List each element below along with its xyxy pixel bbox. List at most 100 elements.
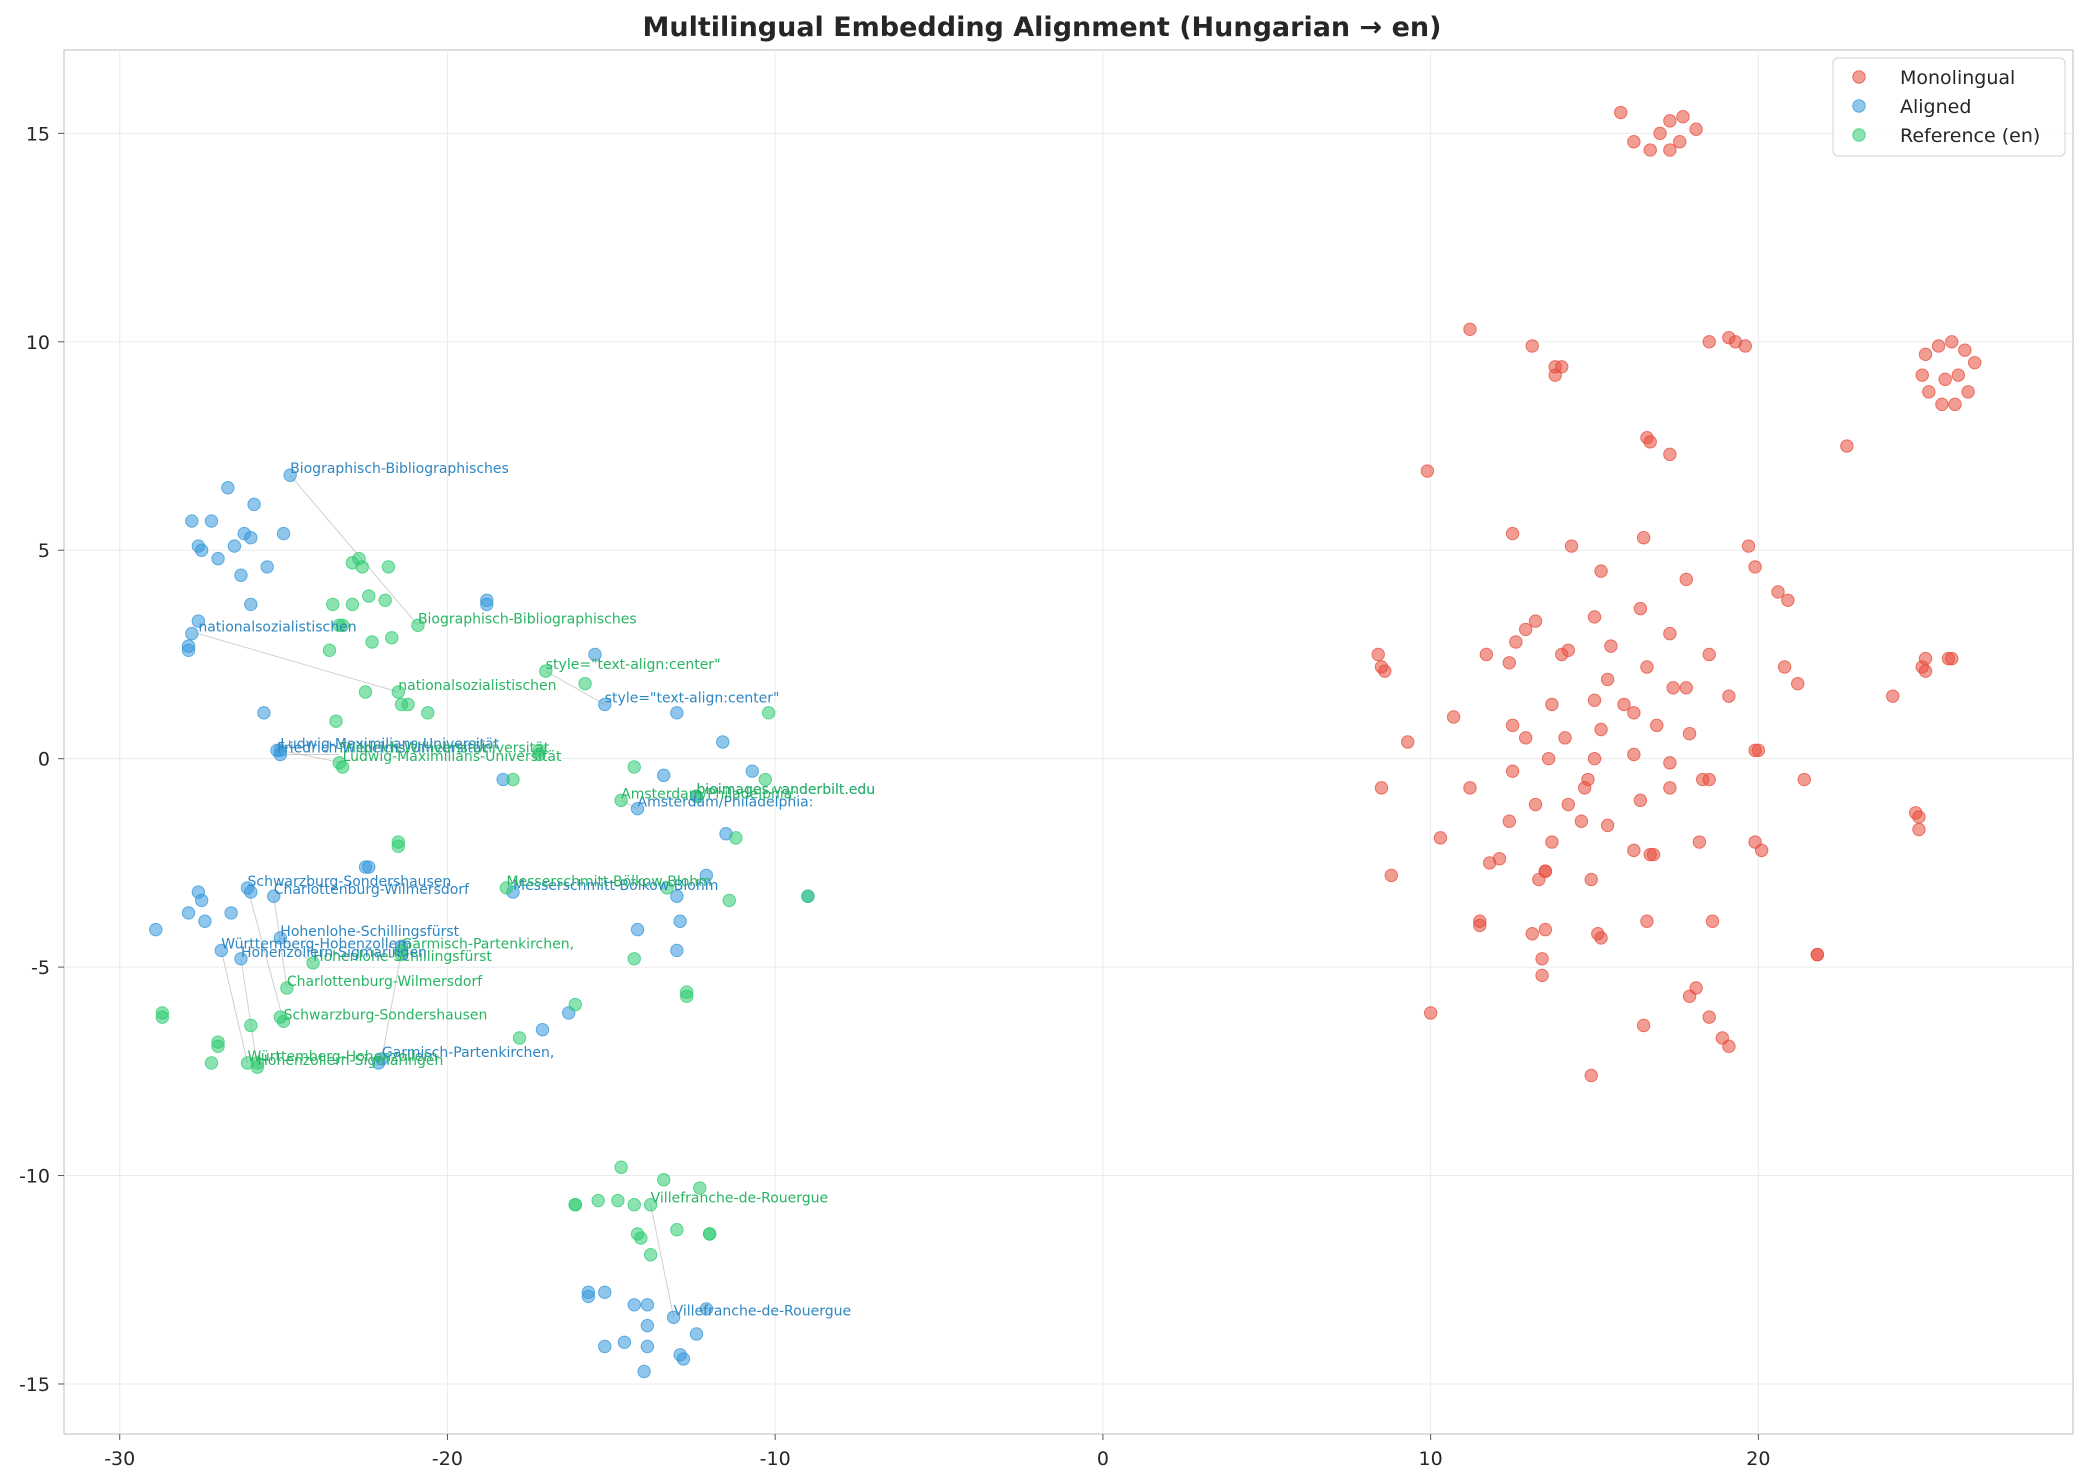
point-monolingual [1627,706,1641,720]
point-aligned [185,514,199,528]
point-aligned [214,943,229,958]
legend-marker [1852,70,1866,84]
point-reference-en [801,889,815,903]
point-labels: Biographisch-Bibliographisches Biographis… [198,461,875,1319]
point-reference-en [568,1198,582,1212]
point-reference-en [611,1193,625,1208]
point-reference-en [660,881,674,895]
point-reference-en [345,597,360,612]
point-monolingual [1951,368,1965,382]
point-monolingual [1682,726,1697,741]
point-monolingual [1541,751,1556,766]
point-monolingual [1371,647,1385,662]
point-monolingual [1525,927,1539,941]
point-monolingual [1636,1018,1651,1033]
point-monolingual [1840,439,1854,453]
point-reference-en [322,643,337,657]
point-monolingual [1518,622,1533,637]
point-monolingual [1584,872,1598,887]
aligned-label: Friedrich-Wilhelms-Universität [277,741,487,757]
point-monolingual [1528,797,1543,812]
point-monolingual [1663,756,1677,770]
point-monolingual [1679,681,1693,695]
y-tick-label: 10 [26,332,50,354]
x-tick-label: -30 [104,1448,135,1470]
point-aligned [260,560,274,574]
point-reference-en [244,1018,258,1033]
point-aligned [617,1335,632,1349]
point-reference-en [499,881,514,895]
y-axis-ticks: 15 10 5 0 -5 -10 -15 [19,123,64,1396]
point-aligned [247,497,261,512]
point-monolingual [1915,368,1929,382]
point-reference-en [155,1010,170,1024]
data-points [149,105,1982,1379]
point-reference-en [627,1198,641,1212]
point-monolingual [1463,322,1477,337]
point-monolingual [1679,572,1693,587]
y-tick-label: -5 [31,957,50,979]
point-aligned [627,1298,641,1312]
point-monolingual [1502,656,1517,670]
point-monolingual [1420,464,1435,478]
point-reference-en [702,1227,717,1241]
reference-label: Württemberg-Hohenzollern [248,1049,438,1065]
point-monolingual [1614,105,1628,120]
point-aligned [194,543,209,557]
point-monolingual [1584,1068,1598,1083]
point-reference-en [204,1056,219,1070]
point-monolingual [1378,664,1392,678]
point-monolingual [1958,343,1972,357]
point-monolingual [1604,639,1618,653]
point-aligned [581,1289,596,1304]
point-monolingual [1594,564,1608,578]
point-monolingual [1528,614,1543,628]
point-monolingual [1545,697,1559,712]
point-reference-en [568,997,582,1012]
legend-label: Reference (en) [1900,125,2040,147]
point-monolingual [1702,647,1716,662]
y-tick-label: 15 [26,123,50,145]
point-aligned [535,1022,550,1037]
point-monolingual [1532,872,1546,887]
point-monolingual [1663,626,1677,641]
point-monolingual [1918,651,1933,666]
point-aligned [598,1339,612,1354]
point-monolingual [1948,397,1962,412]
point-aligned [234,568,248,582]
point-monolingual [1945,651,1959,666]
point-reference-en [539,664,553,678]
reference-label: Hohenlohe-Schillingsfürst [313,949,492,965]
y-tick-label: 0 [38,749,50,771]
point-reference-en [273,1010,288,1024]
point-reference-en [385,631,399,645]
point-monolingual [1702,335,1716,349]
aligned-label: Biographisch-Bibliographisches [290,461,509,477]
point-aligned [267,889,281,903]
point-aligned [371,1056,386,1070]
aligned-label: Garmisch-Partenkirchen, [382,1045,554,1061]
aligned-label: style="text-align:center" [605,690,780,706]
reference-label: Messerschmitt-Bölkow-Blohm [506,874,711,890]
point-reference-en [365,635,379,649]
point-aligned [191,614,206,628]
point-reference-en [693,1181,707,1195]
point-reference-en [643,1248,658,1262]
point-reference-en [326,597,340,612]
point-monolingual [1689,122,1703,136]
point-monolingual [1781,593,1795,607]
point-reference-en [355,560,369,574]
point-aligned [194,893,209,908]
point-monolingual [1748,560,1762,574]
point-monolingual [1505,718,1520,733]
point-monolingual [1722,689,1736,703]
point-reference-en [329,714,343,728]
point-aligned [673,914,687,928]
point-monolingual [1738,339,1752,353]
point-aligned [257,706,271,720]
point-monolingual [1663,447,1677,462]
connector-line [289,474,419,626]
point-monolingual [1492,852,1507,866]
point-monolingual [1561,643,1575,657]
